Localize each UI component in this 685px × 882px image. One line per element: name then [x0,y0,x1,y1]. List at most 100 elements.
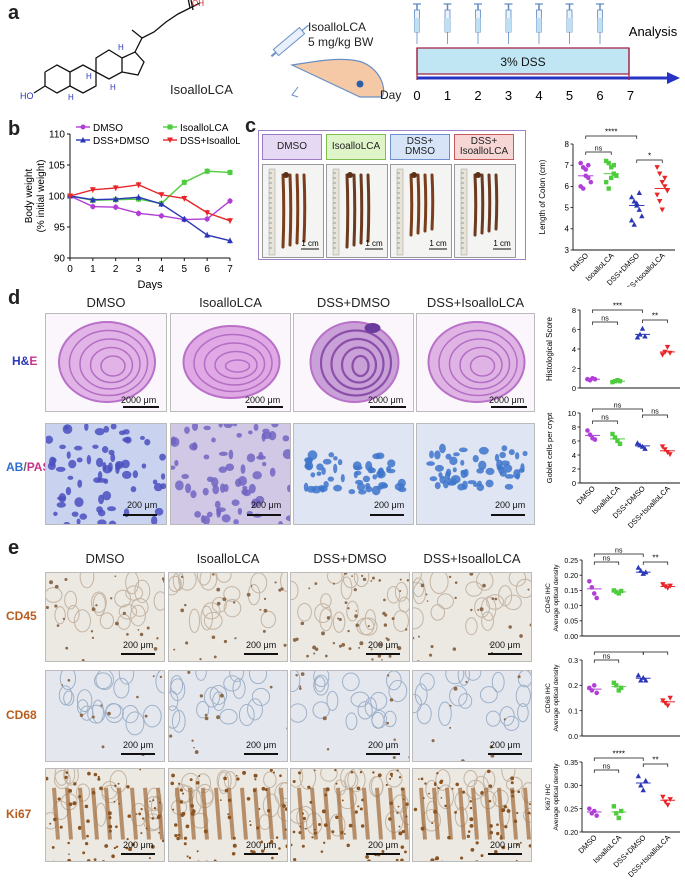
tissue-ring [214,350,258,380]
sig-label: **** [649,648,661,653]
goblet-cell [499,470,507,477]
crypt [196,573,212,586]
y-tick-label: 0.15 [564,588,578,595]
stained-cell [279,774,282,778]
crypt [202,602,221,620]
goblet-cell [513,469,521,479]
goblet-cell [369,467,376,474]
stained-cell [158,801,161,804]
group-box-label: DSS+ DMSO [405,136,435,157]
goblet-cell [255,495,265,504]
goblet-cell [477,480,482,486]
stained-cell [454,581,458,584]
y-tick-label: 95 [54,223,66,234]
stained-cell [180,575,184,579]
stained-cell [490,753,495,758]
ihc-image [45,572,165,662]
stained-cell [420,777,424,781]
stained-cell [113,846,116,850]
sig-bracket [593,561,620,565]
stained-cell [137,628,140,631]
crypt [203,611,223,630]
data-point [636,206,642,212]
data-point [638,567,644,573]
sig-bracket [585,151,612,155]
day-tick-3: 3 [505,88,512,103]
stained-cell [231,851,236,856]
data-point [615,378,620,383]
stained-cell [216,601,221,606]
colon-specimen [487,173,492,233]
colon-photo-drawing: 1 cm [460,168,511,256]
stained-cell [67,678,71,682]
sig-bracket [593,659,620,663]
stained-cell [156,637,159,640]
stained-cell [475,841,479,845]
ihc-image [290,670,410,762]
goblet-cell [348,489,356,495]
stained-cell [428,653,433,657]
goblet-cell [337,459,343,466]
stained-cell [331,830,335,834]
goblet-cell [53,511,58,517]
stained-cell [196,850,199,853]
data-point [609,175,614,181]
crypt [463,770,478,788]
crypt [46,587,63,603]
data-point [587,806,592,811]
colon-photo-3: 1 cm [454,164,516,258]
cecum [283,172,289,178]
stained-cell [256,826,260,830]
crypt [125,711,145,736]
sig-bracket [592,321,618,325]
crypt [250,573,268,594]
goblet-cell [46,435,54,444]
goblet-cell [216,511,221,518]
y-axis-label-2: Average optical density [553,564,560,632]
stained-cell [513,819,518,824]
stained-cell [236,777,240,781]
crypt [503,715,520,731]
goblet-cell [286,484,290,493]
colon-specimen [430,173,435,231]
stained-cell [246,796,251,801]
y-tick-label: 0.20 [564,573,578,580]
stained-cell [454,596,457,600]
e-row-label-cd45: CD45 [6,609,37,623]
abpas-image-1 [170,423,291,525]
y-tick-label: 0.35 [564,760,578,767]
stained-cell [408,756,409,759]
stained-cell [227,813,230,816]
ihc-scale-bar [121,753,155,755]
stained-cell [260,849,265,853]
stained-cell [278,847,281,850]
tissue-ring [79,338,141,390]
goblet-cell [452,467,457,473]
sig-label: ns [595,146,603,153]
crypt [172,573,185,591]
crypt [80,705,94,721]
crypt [94,672,113,690]
panel-label-b: b [8,118,21,140]
goblet-cell [394,482,405,491]
stained-cell [64,775,68,780]
legend-marker [80,124,86,130]
goblet-cell [501,460,510,466]
colon-photo-drawing: 1 cm [332,168,383,256]
goblet-cell [508,449,515,456]
ki67-crypt [523,787,531,840]
stained-cell [433,782,437,785]
he-scale-label: 2000 μm [245,395,281,405]
he-scale-bar [123,406,159,408]
stained-cell [348,647,352,651]
stained-cell [237,860,238,861]
stained-cell [351,575,353,577]
data-point [135,194,142,200]
legend-marker [167,124,173,130]
stained-cell [396,769,399,772]
stained-cell [249,820,251,823]
stained-cell [264,788,268,792]
data-point [181,179,187,185]
stained-cell [91,715,95,719]
